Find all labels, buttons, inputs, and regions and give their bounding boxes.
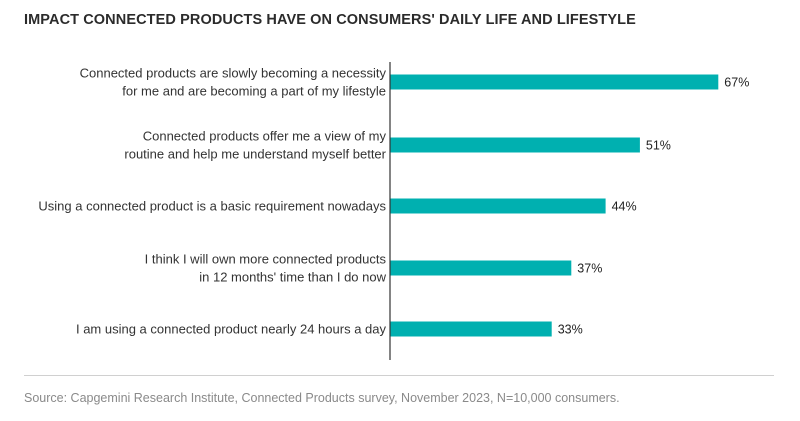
value-label-3: 44% <box>612 200 637 214</box>
category-label-1: Connected products are slowly becoming a… <box>80 66 387 99</box>
category-label-3: Using a connected product is a basic req… <box>38 199 386 214</box>
category-label-5: I am using a connected product nearly 24… <box>76 322 387 337</box>
bar-chart: 67% Connected products are slowly becomin… <box>38 62 749 360</box>
bar-1 <box>390 74 719 90</box>
bar-4 <box>390 260 572 276</box>
bar-3 <box>390 198 606 214</box>
category-label-4: I think I will own more connected produc… <box>145 252 387 285</box>
value-label-5: 33% <box>558 323 583 337</box>
bar-2 <box>390 137 640 153</box>
value-label-1: 67% <box>724 76 749 90</box>
value-label-4: 37% <box>577 262 602 276</box>
divider <box>24 375 774 376</box>
bar-5 <box>390 321 552 337</box>
source-note: Source: Capgemini Research Institute, Co… <box>24 391 620 405</box>
category-label-2: Connected products offer me a view of my… <box>124 129 386 162</box>
value-label-2: 51% <box>646 139 671 153</box>
chart-title: IMPACT CONNECTED PRODUCTS HAVE ON CONSUM… <box>24 12 636 28</box>
